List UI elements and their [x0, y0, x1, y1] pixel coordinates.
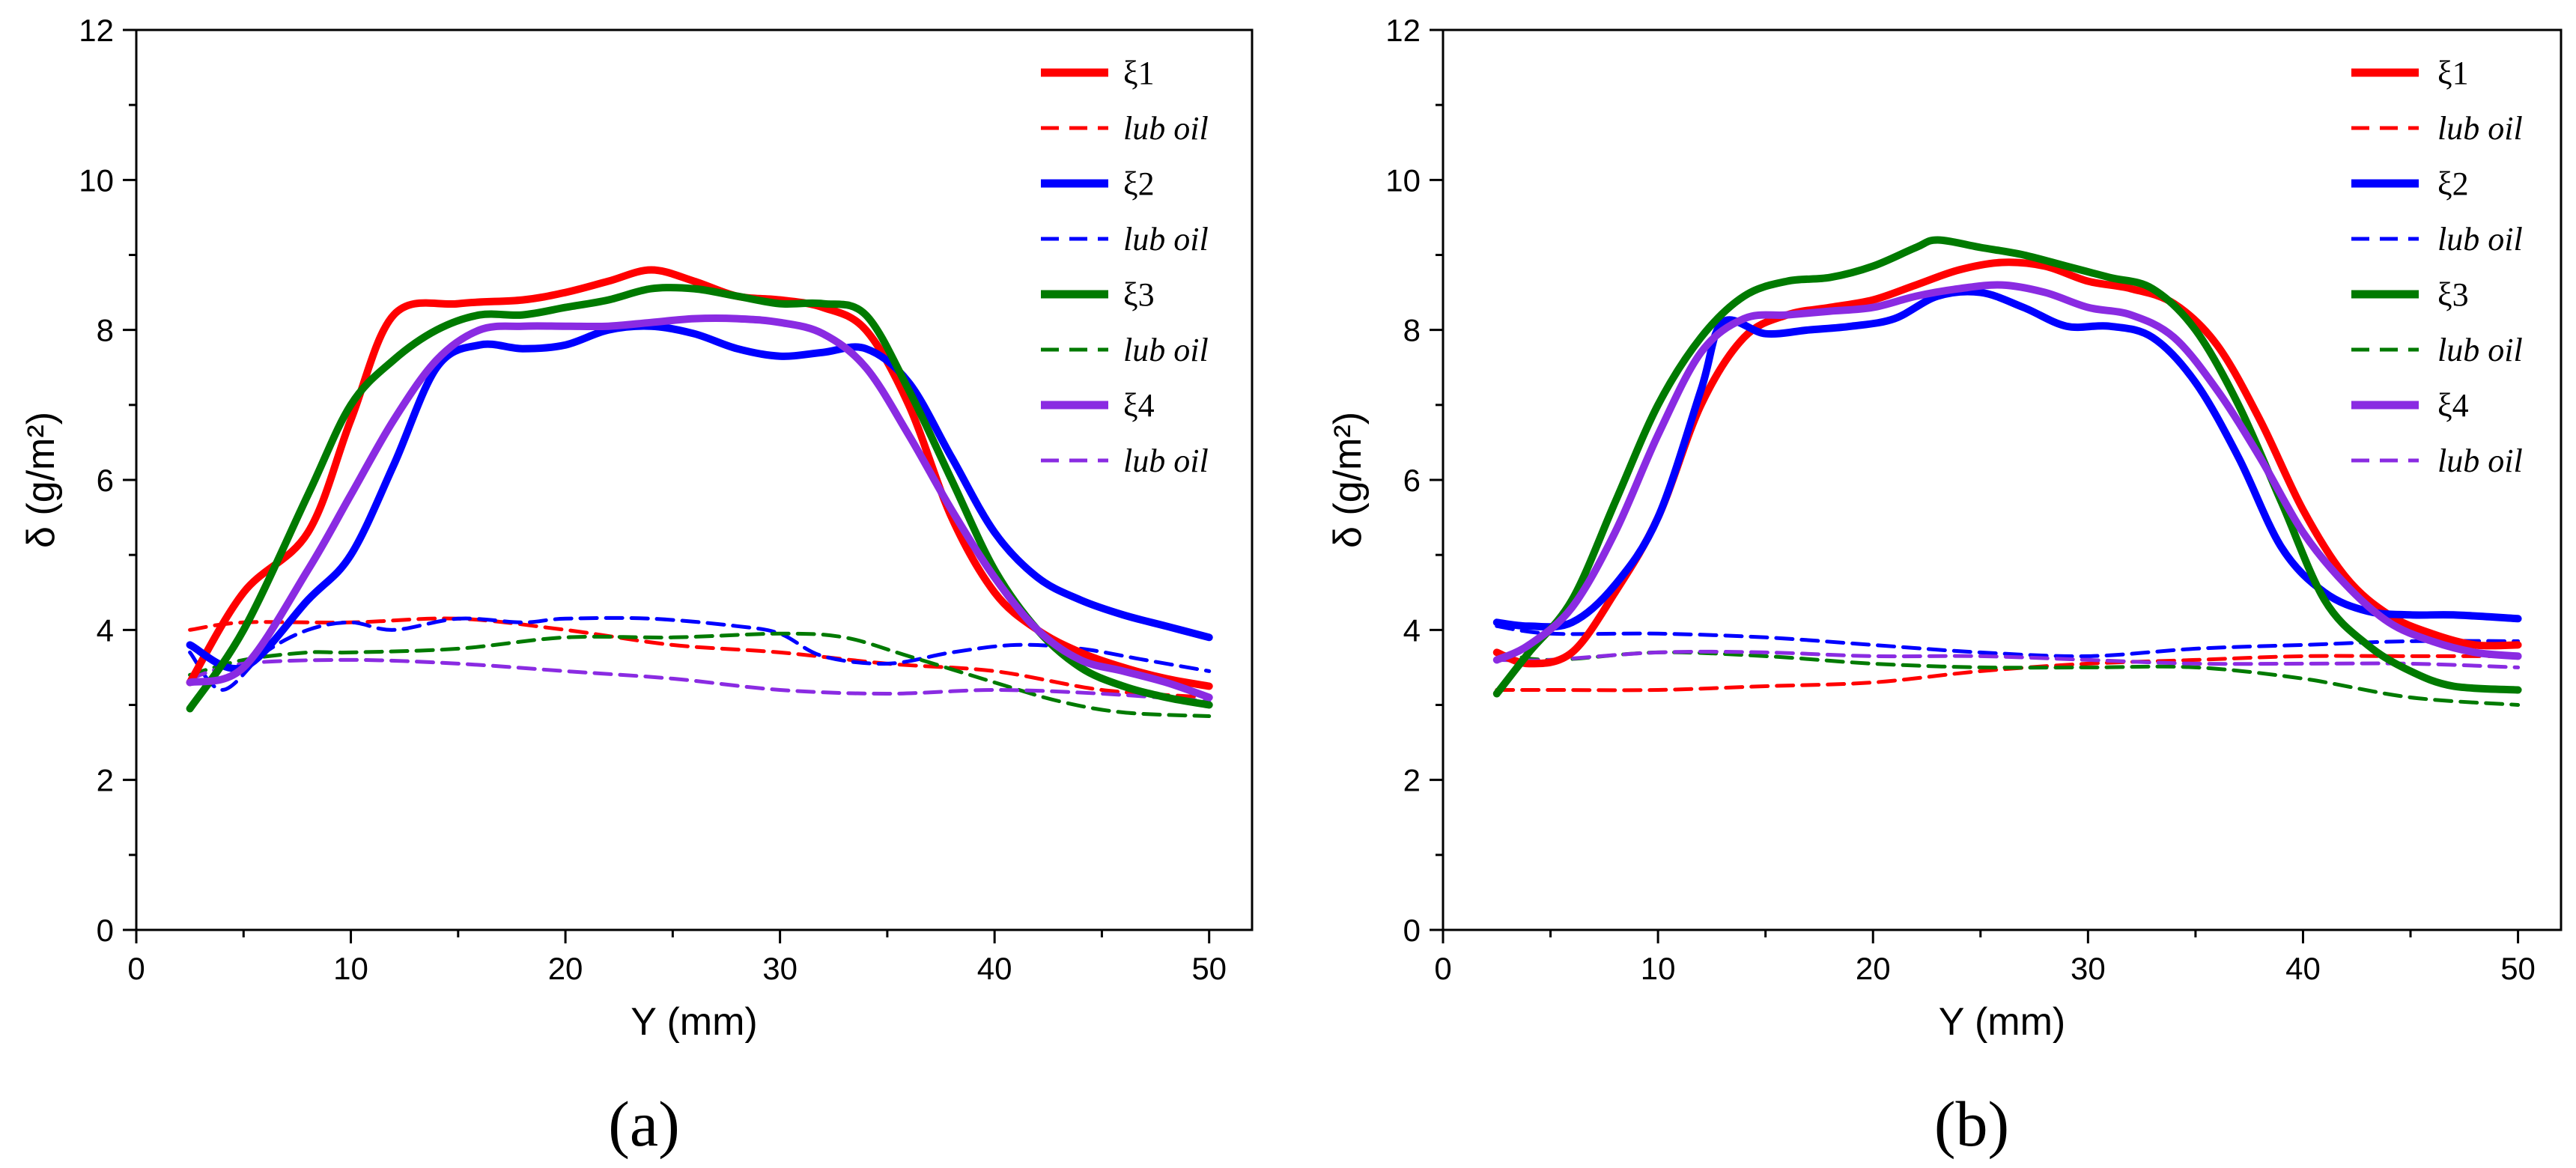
y-tick-label: 4: [1403, 612, 1421, 648]
panel-label: (a): [608, 1088, 679, 1160]
xi-line-4: [1492, 236, 2522, 698]
x-tick-label: 50: [1191, 951, 1227, 986]
plot-frame: [1442, 28, 2563, 931]
y-tick-label: 4: [97, 612, 114, 648]
x-tick-label: 20: [1856, 951, 1891, 986]
y-tick-label: 0: [97, 913, 114, 948]
y-tick-label: 6: [97, 463, 114, 498]
x-tick-label: 30: [2071, 951, 2106, 986]
legend-label: ξ2: [1123, 165, 1155, 202]
xi-line-6: [186, 314, 1213, 702]
y-tick-label: 8: [97, 313, 114, 348]
y-axis-title: δ (g/m²): [1326, 412, 1370, 548]
y-tick-label: 12: [1385, 13, 1421, 48]
legend-label: ξ1: [2437, 55, 2469, 91]
legend-label: lub oil: [1123, 110, 1209, 147]
x-axis-title: Y (mm): [1939, 1000, 2065, 1044]
lub-oil-line-5: [1495, 650, 2521, 707]
legend-label: ξ4: [1123, 387, 1155, 424]
xi-line-6: [1492, 281, 2522, 664]
x-axis-title: Y (mm): [631, 1000, 757, 1044]
legend-label: lub oil: [1123, 442, 1209, 479]
y-tick-label: 2: [97, 763, 114, 798]
lub-oil-line-7: [1495, 649, 2521, 669]
legend-label: ξ1: [1123, 55, 1155, 91]
y-tick-label: 2: [1403, 763, 1421, 798]
x-tick-label: 0: [1434, 951, 1451, 986]
legend-label: lub oil: [2437, 221, 2523, 258]
x-tick-label: 40: [977, 951, 1012, 986]
x-tick-label: 10: [1641, 951, 1676, 986]
x-tick-label: 50: [2500, 951, 2536, 986]
x-tick-label: 40: [2285, 951, 2321, 986]
lub-oil-line-3: [188, 615, 1212, 692]
panel-b: 0 10 20 30 40 50 0 2 4 6 8 10 12 Y (mm) δ (g/m²) ξ1 lub …: [1326, 13, 2563, 1160]
y-tick-label: 6: [1403, 463, 1421, 498]
y-tick-label: 0: [1403, 913, 1421, 948]
legend-label: ξ2: [2437, 165, 2469, 202]
legend-label: ξ3: [1123, 276, 1155, 313]
legend-label: ξ3: [2437, 276, 2469, 313]
y-tick-label: 10: [1385, 162, 1421, 198]
panel-a: 0 10 20 30 40 50 0 2 4 6 8 10 12 Y (mm) δ (g/m²) ξ1 lub …: [19, 13, 1254, 1160]
x-tick-label: 0: [127, 951, 145, 986]
y-tick-label: 8: [1403, 313, 1421, 348]
x-tick-label: 30: [762, 951, 798, 986]
y-tick-label: 10: [79, 162, 114, 198]
x-tick-label: 10: [333, 951, 368, 986]
legend-label: lub oil: [2437, 110, 2523, 147]
legend-label: lub oil: [1123, 332, 1209, 368]
legend-label: lub oil: [1123, 221, 1209, 258]
legend-label: lub oil: [2437, 332, 2523, 368]
lub-oil-line-7: [188, 657, 1212, 703]
lub-oil-line-3: [1495, 624, 2521, 659]
plot-frame: [135, 28, 1254, 931]
legend-label: ξ4: [2437, 387, 2469, 424]
panel-label: (b): [1934, 1088, 2009, 1160]
y-axis-title: δ (g/m²): [19, 412, 63, 548]
y-tick-label: 12: [79, 13, 114, 48]
legend-label: lub oil: [2437, 442, 2523, 479]
lub-oil-line-5: [188, 631, 1212, 718]
xi-line-2: [186, 322, 1213, 673]
x-tick-label: 20: [548, 951, 583, 986]
lub-oil-line-1: [1495, 654, 2521, 693]
lub-oil-line-1: [188, 616, 1212, 699]
